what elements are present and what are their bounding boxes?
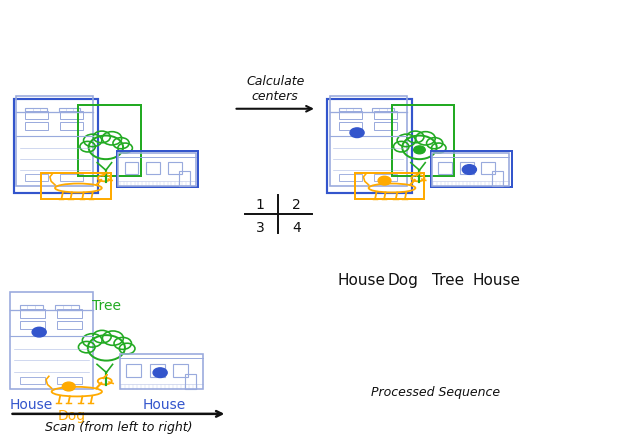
Bar [339, 112, 362, 120]
Bar [60, 112, 83, 120]
Bar [20, 309, 45, 318]
Bar [460, 162, 474, 175]
Bar [20, 377, 45, 385]
Text: Calculate
centers: Calculate centers [246, 75, 305, 103]
Bar [26, 175, 49, 182]
Circle shape [413, 147, 425, 155]
Circle shape [350, 129, 364, 138]
Text: Scan (from left to right): Scan (from left to right) [45, 420, 192, 434]
Text: House: House [472, 273, 520, 288]
Bar [57, 377, 82, 385]
Bar [125, 162, 138, 175]
Bar [127, 364, 141, 377]
Bar [330, 97, 407, 187]
Bar [173, 364, 188, 377]
Bar [374, 112, 397, 120]
Text: House: House [10, 397, 52, 411]
Bar [392, 106, 454, 176]
Bar [438, 162, 452, 175]
Bar [26, 112, 49, 120]
Bar [120, 354, 203, 389]
Text: 3: 3 [255, 220, 264, 234]
Text: Tree: Tree [432, 273, 464, 288]
Text: 1: 1 [255, 197, 264, 211]
Bar [185, 374, 196, 389]
Bar [327, 100, 412, 193]
Bar [481, 162, 495, 175]
Bar [13, 100, 99, 193]
Bar [339, 123, 362, 131]
Bar [79, 106, 141, 176]
Bar [492, 172, 503, 187]
Bar [60, 175, 83, 182]
Circle shape [32, 328, 46, 337]
Bar [60, 123, 83, 131]
Bar [372, 108, 394, 113]
Circle shape [153, 368, 167, 378]
Circle shape [378, 177, 391, 186]
Text: House: House [143, 397, 186, 411]
Bar [57, 321, 82, 329]
Text: Tree: Tree [92, 298, 121, 312]
Bar [355, 173, 424, 199]
Bar [117, 152, 198, 187]
Text: House: House [338, 273, 385, 288]
Bar [374, 175, 397, 182]
Bar [374, 123, 397, 131]
Bar [150, 364, 165, 377]
Bar [58, 108, 80, 113]
Text: Dog: Dog [58, 408, 86, 422]
Bar [26, 108, 47, 113]
Bar [20, 305, 43, 310]
Bar [179, 172, 189, 187]
Bar [146, 162, 160, 175]
Circle shape [62, 382, 75, 391]
Text: 4: 4 [292, 220, 301, 234]
Bar [10, 293, 93, 389]
Circle shape [462, 165, 476, 175]
Text: 2: 2 [292, 197, 301, 211]
Bar [339, 108, 360, 113]
Bar [16, 97, 93, 187]
Bar [57, 309, 82, 318]
Text: Processed Sequence: Processed Sequence [371, 385, 500, 399]
Bar [20, 321, 45, 329]
Bar [41, 173, 111, 199]
Bar [168, 162, 182, 175]
Bar [339, 175, 362, 182]
Bar [56, 305, 79, 310]
Bar [118, 154, 196, 187]
Bar [26, 123, 49, 131]
Text: Dog: Dog [388, 273, 419, 288]
Bar [432, 154, 509, 187]
Bar [431, 152, 512, 187]
